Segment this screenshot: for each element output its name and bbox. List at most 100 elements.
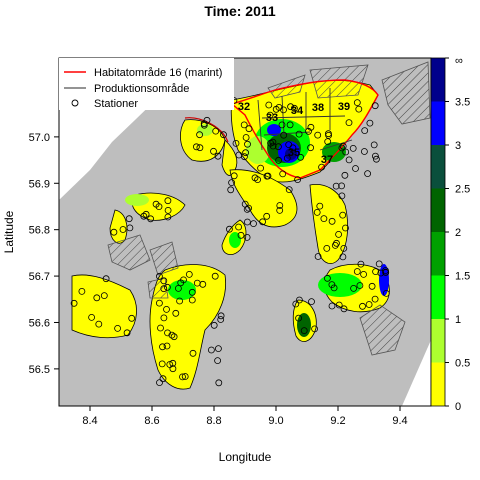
legend: Habitatområde 16 (marint) Produktionsomr… [59, 58, 234, 110]
station-marker [78, 287, 86, 295]
station-marker [164, 197, 172, 205]
station-marker [159, 343, 166, 351]
colorbar-bin [431, 232, 445, 276]
station-marker [243, 233, 251, 241]
station-marker [172, 309, 180, 317]
area-label-39: 39 [338, 101, 350, 113]
station-marker [338, 192, 346, 200]
station-marker [316, 202, 324, 210]
y-axis: 56.5 56.6 56.7 56.8 56.9 57.0 [29, 132, 59, 376]
station-marker [278, 121, 286, 129]
station-marker [230, 172, 238, 180]
station-marker [339, 142, 347, 150]
station-marker [360, 270, 368, 278]
station-marker [170, 333, 178, 341]
station-marker [263, 212, 271, 220]
station-marker [366, 119, 374, 127]
station-marker [339, 253, 347, 261]
colorbar-bin [431, 145, 445, 189]
station-marker [294, 176, 302, 184]
station-marker [160, 277, 168, 285]
y-tick-label: 56.5 [29, 364, 50, 376]
area-label-34: 34 [291, 105, 304, 117]
station-marker [289, 144, 297, 152]
station-marker [320, 215, 328, 223]
station-marker [295, 296, 303, 304]
station-marker [280, 106, 287, 114]
field-blue-north [267, 124, 281, 136]
legend-swatch-stations [71, 99, 79, 107]
x-tick-label: 9.4 [392, 415, 407, 427]
legend-label-habitat: Habitatområde 16 (marint) [94, 67, 222, 79]
station-marker [214, 357, 222, 365]
station-marker [324, 130, 332, 138]
hatch-west-3 [147, 277, 169, 299]
thisted-bay [180, 119, 226, 162]
station-marker [126, 224, 134, 232]
station-marker [340, 244, 348, 252]
station-marker [179, 373, 186, 381]
area-label-32: 32 [238, 101, 250, 113]
station-marker [200, 120, 208, 128]
station-marker [285, 186, 293, 194]
station-marker [243, 218, 251, 226]
colorbar-bin [431, 275, 445, 319]
station-marker [245, 125, 253, 133]
station-marker [211, 272, 219, 280]
station-marker [119, 226, 127, 233]
station-marker [264, 172, 272, 180]
station-marker [100, 292, 108, 300]
station-marker [180, 276, 187, 284]
station-marker [163, 342, 171, 350]
station-marker [266, 111, 274, 119]
station-marker [360, 148, 368, 155]
station-marker [331, 241, 339, 249]
map-area: 32 33 34 38 39 35 37 [59, 58, 431, 406]
station-marker [290, 104, 298, 112]
station-marker [157, 324, 164, 332]
field-yellowgreen [246, 136, 270, 164]
station-marker [159, 375, 167, 383]
field-skive-green [168, 280, 196, 300]
colorbar-bin [431, 362, 445, 406]
station-marker [196, 144, 204, 152]
station-marker [114, 324, 121, 332]
station-marker [214, 345, 222, 353]
station-marker [158, 360, 166, 368]
station-marker [349, 144, 357, 152]
station-marker [314, 131, 322, 139]
station-marker [155, 299, 163, 307]
legend-label-stations: Stationer [94, 98, 138, 110]
station-marker [169, 365, 177, 373]
station-marker [188, 296, 196, 304]
field-southeast-blue [379, 264, 389, 296]
station-marker [283, 154, 291, 162]
skive-broad [149, 264, 227, 390]
division-line [261, 115, 346, 119]
station-marker [214, 152, 222, 160]
station-marker [308, 298, 315, 306]
station-marker [199, 280, 207, 288]
station-marker [215, 379, 223, 387]
station-marker [160, 285, 168, 293]
station-marker [250, 220, 257, 228]
station-marker [300, 327, 308, 335]
y-tick-label: 56.6 [29, 317, 50, 329]
station-marker [125, 215, 133, 223]
station-marker [185, 270, 193, 278]
station-marker [110, 228, 118, 236]
station-marker [286, 121, 294, 129]
station-marker [275, 156, 283, 164]
station-marker [196, 131, 204, 139]
station-marker [287, 103, 295, 111]
station-marker [353, 268, 361, 275]
division-line [319, 139, 353, 151]
station-marker [245, 204, 253, 212]
station-marker [155, 203, 163, 211]
station-marker [342, 224, 349, 232]
open-sea-southeast [402, 340, 431, 406]
station-marker [163, 305, 170, 313]
field-thisted-yellowgreen [197, 124, 213, 136]
colorbar-bin [431, 58, 445, 102]
station-marker [210, 321, 218, 329]
